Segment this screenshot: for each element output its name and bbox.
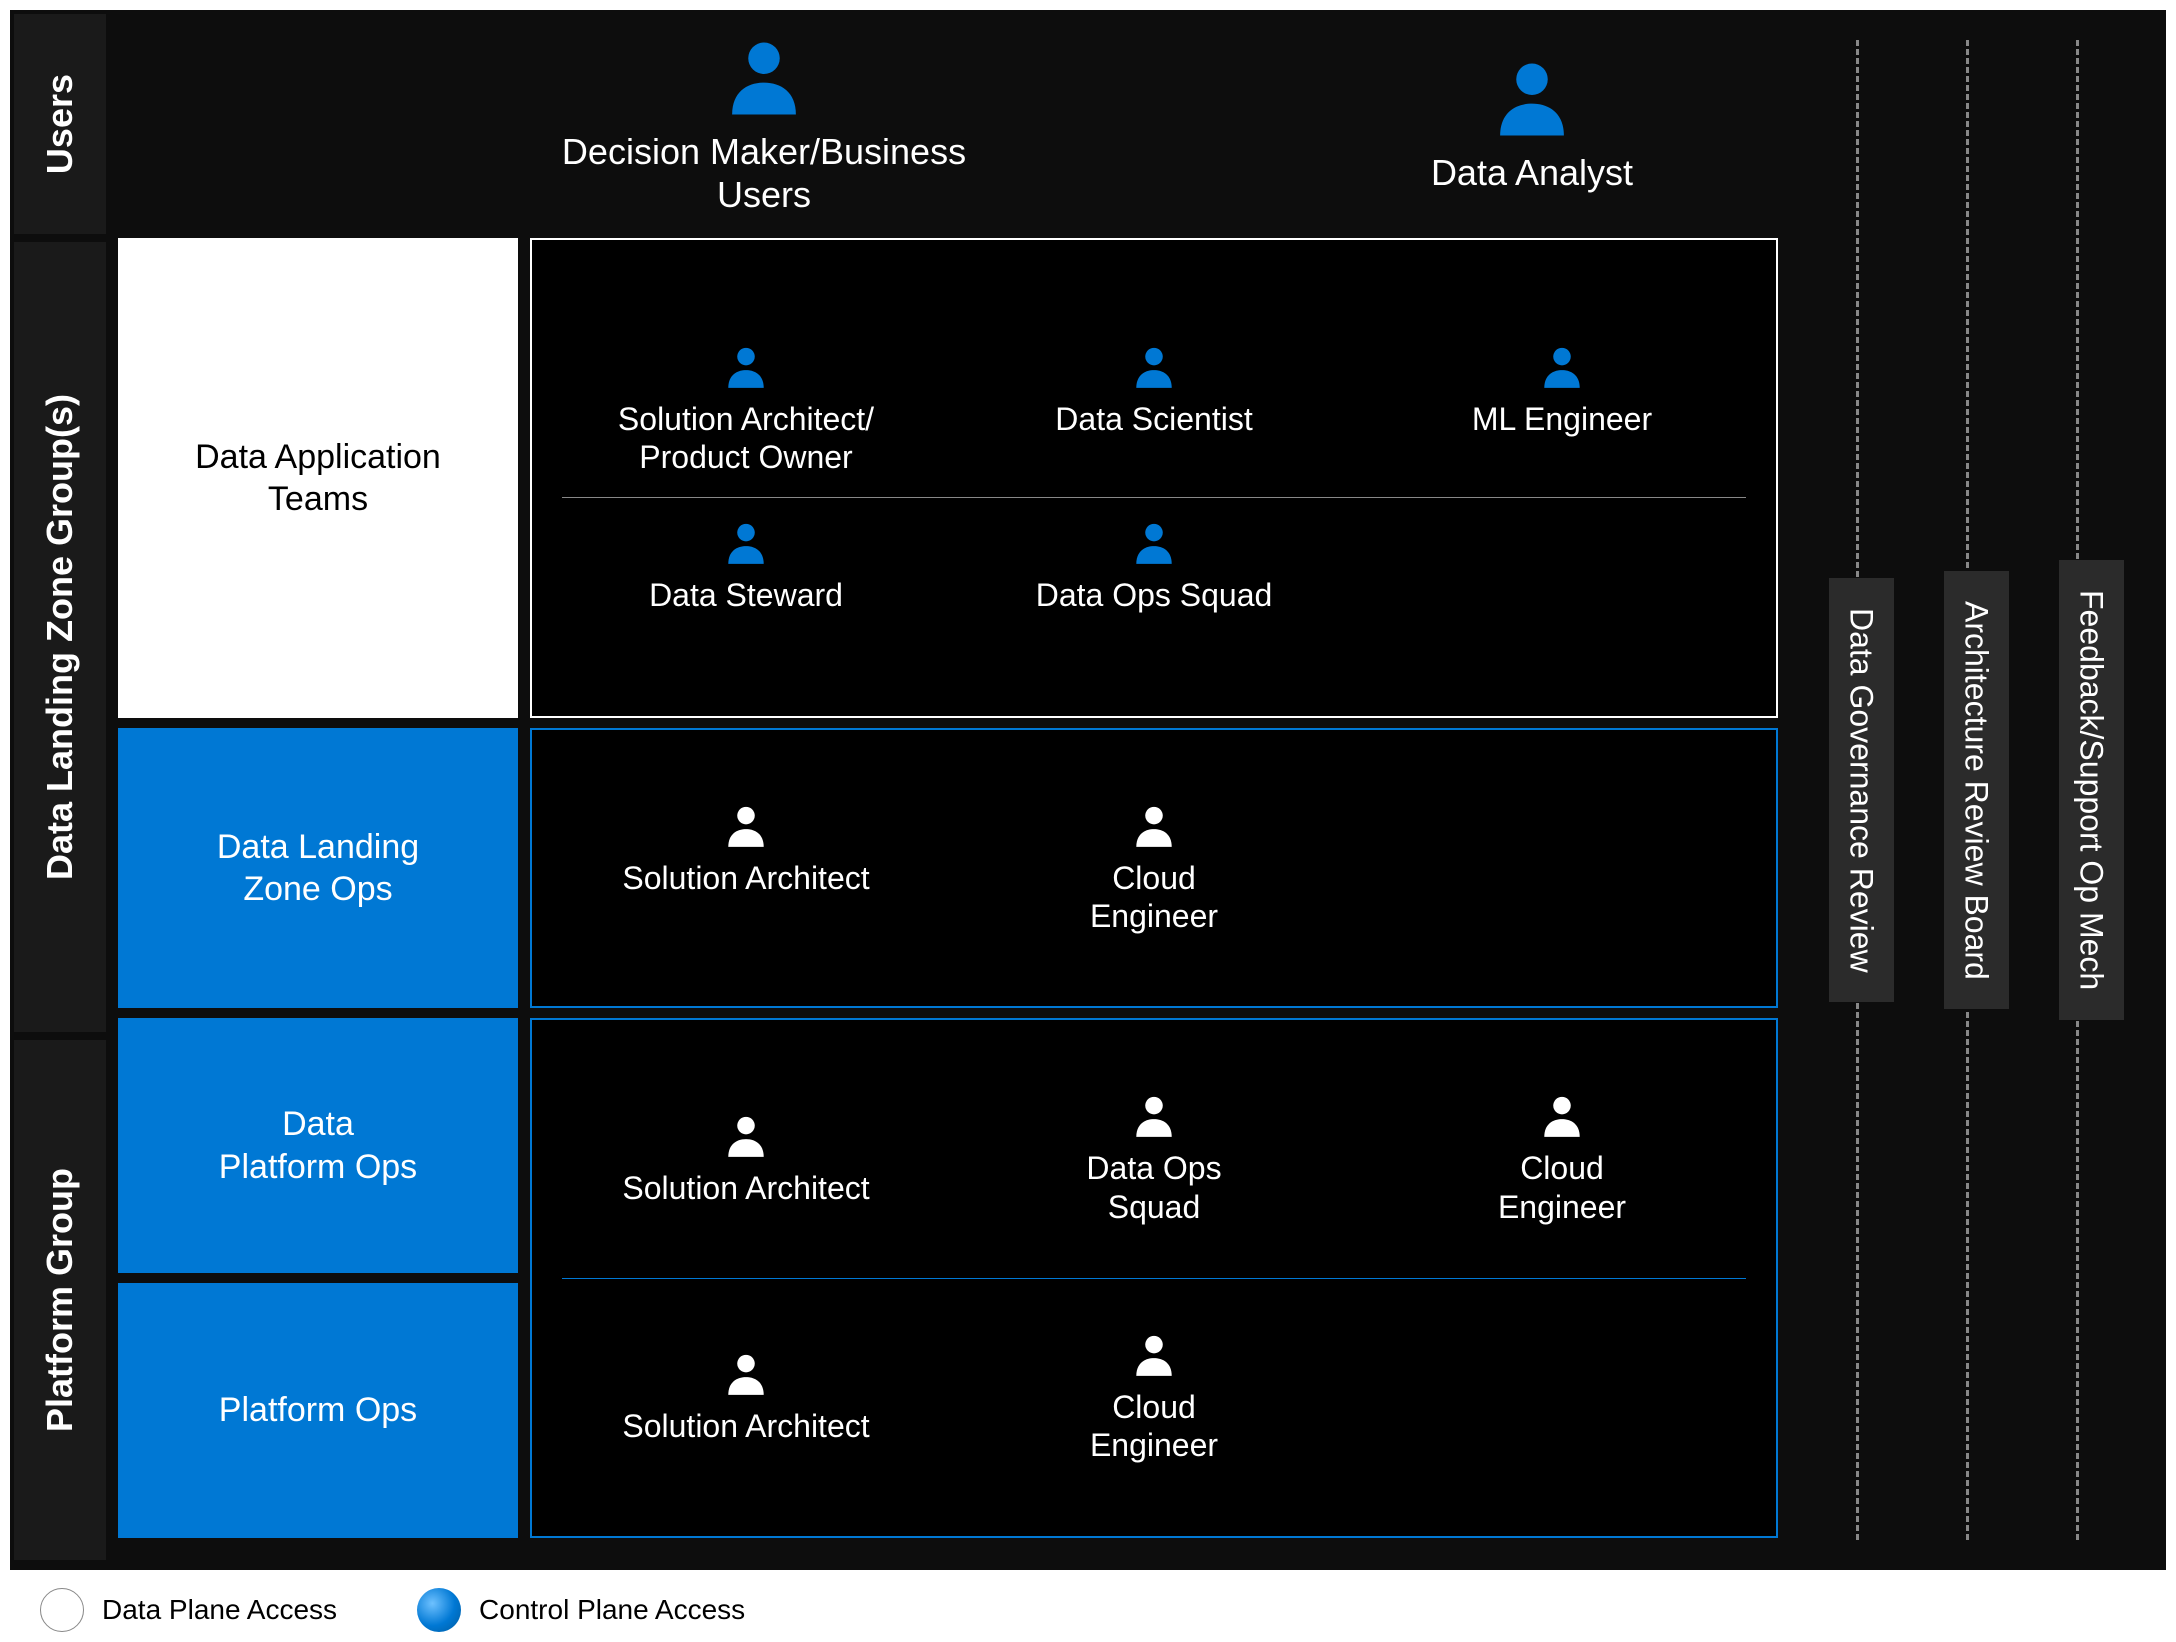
role-line: Solution Architect/ Product Owner Data S… [562,322,1746,498]
row-content-data-landing-zone-ops: Solution Architect Cloud Engineer [530,728,1778,1008]
vbar-data-governance-review: Data Governance Review [1829,578,1894,1003]
body-column: Decision Maker/Business Users Data Analy… [110,10,1786,1570]
role-cloud-engineer: Cloud Engineer [970,1330,1338,1465]
person-icon [719,32,809,122]
role-label: Cloud Engineer [1090,1388,1218,1465]
person-icon [721,1349,771,1399]
role-line: Solution Architect Cloud Engineer [562,1279,1746,1517]
row-data-application-teams: Data Application Teams Solution Architec… [118,238,1778,718]
role-data-ops-squad: Data Ops Squad [970,1091,1338,1226]
vbar-architecture-review-board: Architecture Review Board [1944,571,2009,1010]
section-labels-column: Users Data Landing Zone Group(s) Platfor… [10,10,110,1570]
row-platform-group: Data Platform Ops Platform Ops Solution … [118,1018,1778,1538]
person-icon [721,342,771,392]
role-line: Data Steward Data Ops Squad [562,498,1746,634]
row-label-text: Data Application Teams [195,436,441,521]
right-column: Data Governance Review Architecture Revi… [1786,10,2166,1570]
legend-item-control-plane: Control Plane Access [417,1588,745,1632]
row-content-platform-group: Solution Architect Data Ops Squad Cloud … [530,1018,1778,1538]
person-icon [1129,342,1179,392]
role-label: Cloud Engineer [1090,859,1218,936]
row-label-data-platform-ops: Data Platform Ops [118,1018,518,1273]
row-label-data-application-teams: Data Application Teams [118,238,518,718]
row-label-data-landing-zone-ops: Data Landing Zone Ops [118,728,518,1008]
role-data-analyst: Data Analyst [1278,53,1786,194]
vbar-label: Data Governance Review [1843,608,1880,973]
role-solution-architect: Solution Architect [562,1349,930,1445]
person-icon [1129,1330,1179,1380]
role-decision-maker: Decision Maker/Business Users [510,32,1018,216]
section-label-pg: Platform Group [14,1040,106,1560]
person-icon [1129,801,1179,851]
role-line: Solution Architect Data Ops Squad Cloud … [562,1040,1746,1279]
role-label: Data Ops Squad [1036,576,1273,614]
section-label-users-text: Users [39,74,81,174]
section-label-pg-text: Platform Group [39,1168,81,1432]
person-icon [721,518,771,568]
role-label: Data Steward [649,576,843,614]
role-line: Solution Architect Cloud Engineer [562,781,1746,956]
users-row: Decision Maker/Business Users Data Analy… [110,10,1786,238]
role-solution-architect: Solution Architect [562,1111,930,1207]
role-label: Data Analyst [1431,151,1633,194]
role-data-ops-squad: Data Ops Squad [970,518,1338,614]
role-label: Data Ops Squad [1086,1149,1221,1226]
role-label: ML Engineer [1472,400,1652,438]
legend-dot-white-icon [40,1588,84,1632]
legend-item-data-plane: Data Plane Access [40,1588,337,1632]
role-cloud-engineer: Cloud Engineer [1378,1091,1746,1226]
legend-label: Control Plane Access [479,1594,745,1626]
legend-label: Data Plane Access [102,1594,337,1626]
person-icon [721,1111,771,1161]
person-icon [1487,53,1577,143]
vbar-label: Architecture Review Board [1958,601,1995,980]
person-icon [721,801,771,851]
vbar-feedback-support-op-mech: Feedback/Support Op Mech [2059,560,2124,1020]
person-icon [1537,342,1587,392]
diagram-root: Users Data Landing Zone Group(s) Platfor… [10,10,2166,1570]
role-label: Solution Architect [622,1407,869,1445]
person-icon [1537,1091,1587,1141]
row-content-data-application-teams: Solution Architect/ Product Owner Data S… [530,238,1778,718]
vbar-label: Feedback/Support Op Mech [2073,590,2110,990]
person-icon [1129,518,1179,568]
legend: Data Plane Access Control Plane Access [10,1570,2166,1632]
row-label-platform-ops: Platform Ops [118,1283,518,1538]
role-label: Data Scientist [1055,400,1252,438]
role-label: Cloud Engineer [1498,1149,1626,1226]
role-data-steward: Data Steward [562,518,930,614]
role-label: Solution Architect/ Product Owner [618,400,874,477]
row-data-landing-zone-ops: Data Landing Zone Ops Solution Architect… [118,728,1778,1008]
legend-dot-blue-icon [417,1588,461,1632]
section-label-users: Users [14,14,106,234]
role-ml-engineer: ML Engineer [1378,342,1746,477]
role-cloud-engineer: Cloud Engineer [970,801,1338,936]
row-label-text: Platform Ops [219,1389,417,1432]
role-solution-architect: Solution Architect [562,801,930,936]
role-label: Decision Maker/Business Users [510,130,1018,216]
platform-group-labels: Data Platform Ops Platform Ops [118,1018,518,1538]
role-data-scientist: Data Scientist [970,342,1338,477]
rows-container: Data Application Teams Solution Architec… [110,238,1786,1546]
person-icon [1129,1091,1179,1141]
row-label-text: Data Landing Zone Ops [217,826,419,911]
row-label-text: Data Platform Ops [219,1103,417,1188]
section-label-dlzg: Data Landing Zone Group(s) [14,242,106,1032]
role-label: Solution Architect [622,1169,869,1207]
role-label: Solution Architect [622,859,869,897]
role-solution-architect-product-owner: Solution Architect/ Product Owner [562,342,930,477]
section-label-dlzg-text: Data Landing Zone Group(s) [39,394,81,880]
